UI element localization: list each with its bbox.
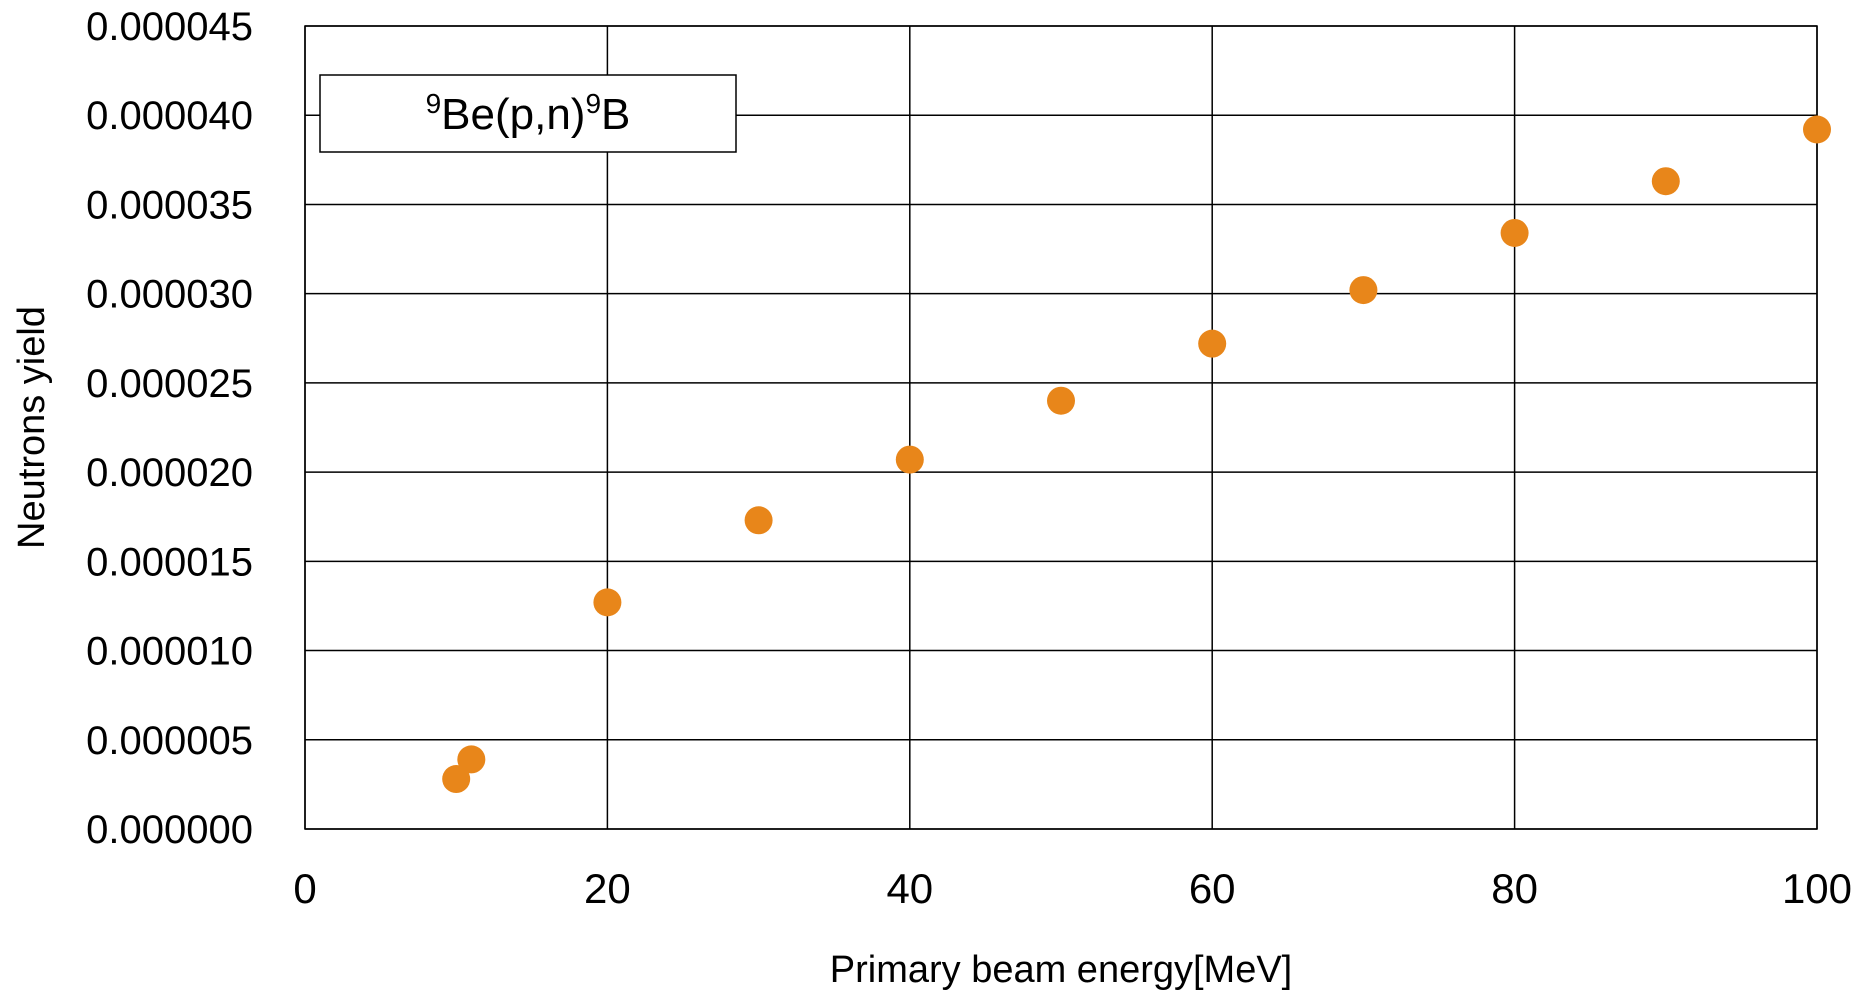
y-tick-label: 0.000000 [86,808,253,852]
x-tick-label: 60 [1189,865,1236,912]
x-tick-label: 20 [584,865,631,912]
y-tick-label: 0.000045 [86,5,253,49]
x-tick-label: 40 [886,865,933,912]
data-points [442,115,1831,794]
reaction-label: 9Be(p,n)9B [426,88,631,139]
y-tick-label: 0.000010 [86,630,253,674]
data-point [1047,386,1075,415]
y-axis-ticks: 0.000000 0.000005 0.000010 0.000015 0.000020… [86,5,253,852]
reaction-label-box: 9Be(p,n)9B [319,74,737,153]
y-tick-label: 0.000030 [86,273,253,317]
data-point [1500,218,1529,247]
data-point [457,745,486,774]
x-axis-ticks: 0 20 40 60 80 100 [293,865,1852,912]
data-point [895,445,924,474]
data-point [442,765,471,794]
plot-area [304,25,1818,830]
x-tick-label: 100 [1782,865,1852,912]
y-tick-label: 0.000025 [86,362,253,406]
y-tick-label: 0.000020 [86,451,253,495]
data-point [744,506,773,535]
x-tick-label: 0 [293,865,316,912]
reaction-label-superscript-2: 9 [585,88,601,119]
y-axis-title: Neutrons yield [11,306,53,549]
reaction-label-text-1: Be(p,n) [441,90,585,139]
data-point [593,588,622,617]
x-axis-title: Primary beam energy[MeV] [830,949,1293,991]
data-point [1651,167,1680,196]
y-tick-label: 0.000015 [86,540,253,584]
reaction-label-superscript-1: 9 [426,88,442,119]
x-tick-label: 80 [1491,865,1538,912]
reaction-label-frame [319,74,737,153]
y-tick-label: 0.000040 [86,94,253,138]
data-point [1349,276,1378,305]
reaction-label-text-2: B [601,90,630,139]
data-point [1198,329,1227,358]
y-tick-label: 0.000035 [86,183,253,227]
y-tick-label: 0.000005 [86,719,253,763]
data-point [1803,115,1831,144]
